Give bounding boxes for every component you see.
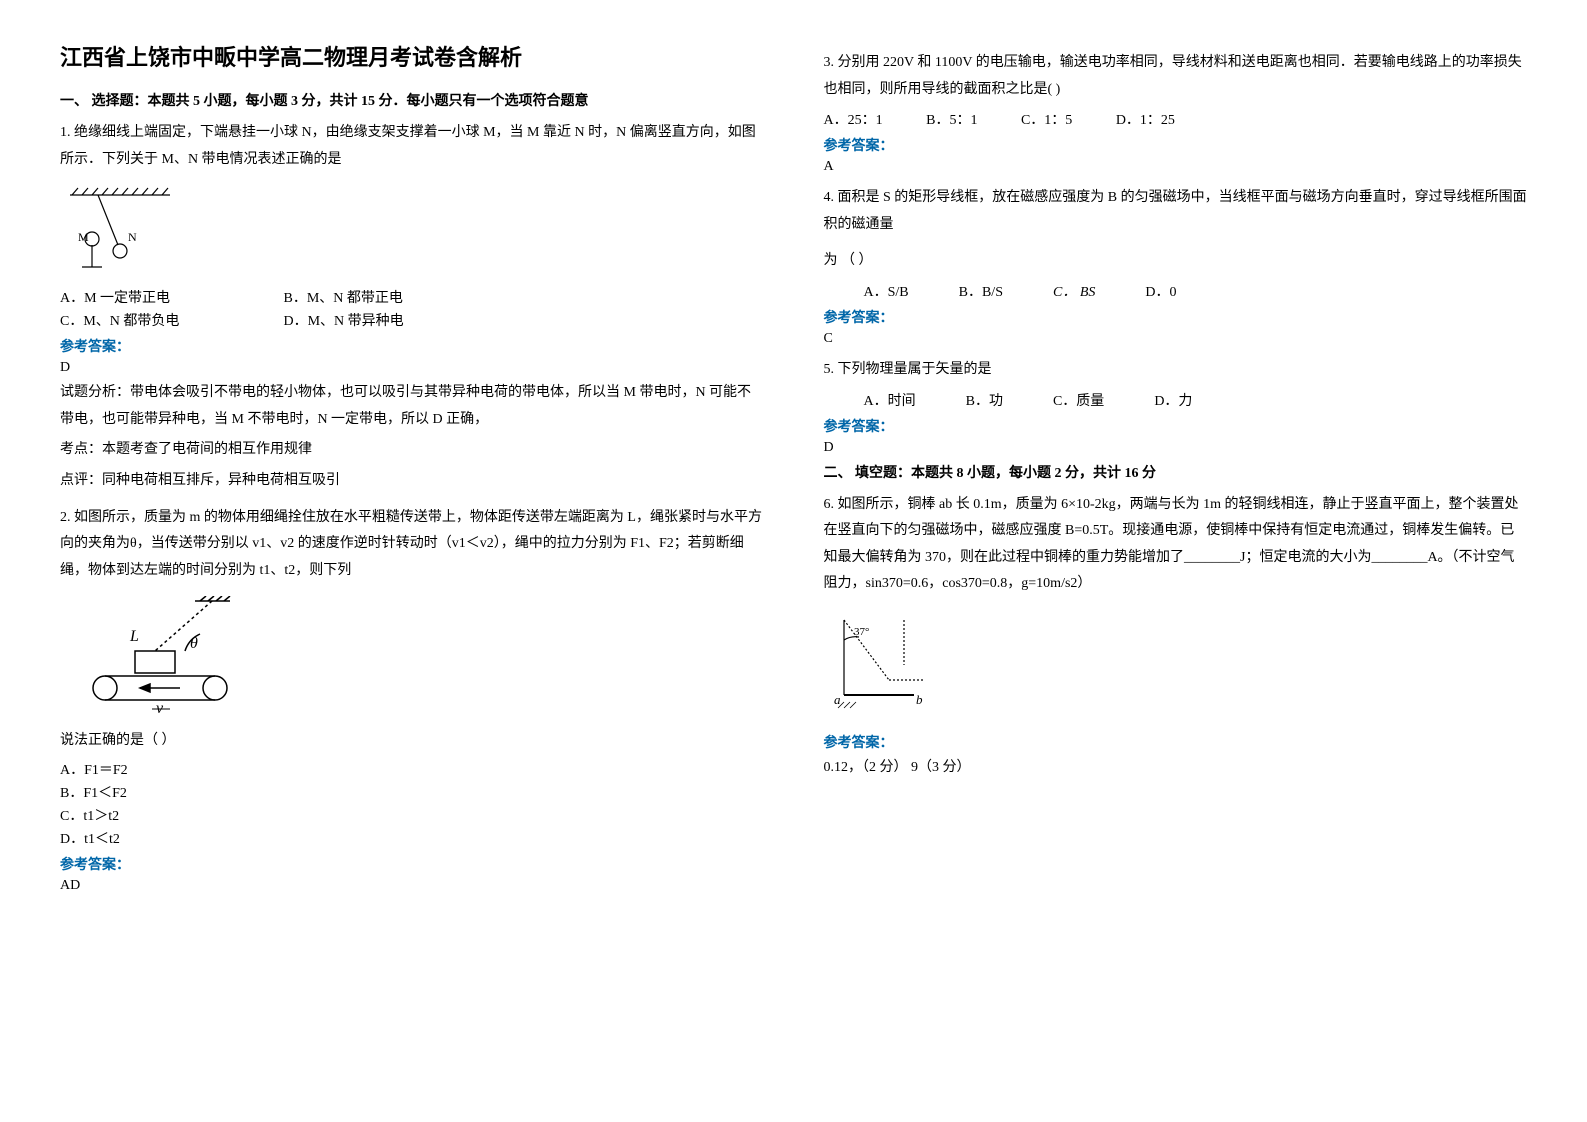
q6-figure: 37° a b [824,610,1528,720]
q1-options: A．M 一定带正电 B．M、N 都带正电 C．M、N 都带负电 D．M、N 带异… [60,287,764,330]
q5-options: A．时间 B．功 C．质量 D．力 [824,390,1528,410]
q5-answer-label: 参考答案： [824,416,1528,436]
q1-analysis-3: 点评：同种电荷相互排斥，异种电荷相互吸引 [60,468,764,495]
svg-text:M: M [78,230,89,244]
q3-options: A．25：1 B．5：1 C．1：5 D．1：25 [824,109,1528,129]
q2-figure: L θ v [60,596,764,716]
svg-text:a: a [834,692,841,707]
q1-opt-a: A．M 一定带正电 [60,287,240,307]
q5-opt-c: C．质量 [1053,390,1104,410]
q5-opt-b: B．功 [966,390,1003,410]
q2-opt-d: D．t1＜t2 [60,828,764,848]
q3-answer: A [824,159,1528,175]
q1-opt-d: D．M、N 带异种电 [284,310,404,330]
q4-opt-d: D．0 [1145,281,1176,301]
q4-answer: C [824,331,1528,347]
q3-answer-label: 参考答案： [824,135,1528,155]
q3-opt-c: C．1：5 [1021,109,1072,129]
q3-opt-b: B．5：1 [926,109,977,129]
q2-opt-b: B．F1＜F2 [60,782,764,802]
q2-answer: AD [60,878,764,894]
q5-opt-a: A．时间 [864,390,916,410]
svg-text:37°: 37° [854,626,869,638]
q1-opt-b: B．M、N 都带正电 [284,287,403,307]
q1-stem: 1. 绝缘细线上端固定，下端悬挂一小球 N，由绝缘支架支撑着一小球 M，当 M … [60,120,764,173]
q6-answer: 0.12，（2 分） 9（3 分） [824,756,1528,776]
q1-answer-label: 参考答案： [60,336,764,356]
q5-opt-d: D．力 [1154,390,1192,410]
svg-text:b: b [916,692,923,707]
q6-stem: 6. 如图所示，铜棒 ab 长 0.1m，质量为 6×10-2kg，两端与长为 … [824,492,1528,598]
svg-text:θ: θ [190,635,198,652]
q2-answer-label: 参考答案： [60,854,764,874]
section-a-heading: 一、 选择题：本题共 5 小题，每小题 3 分，共计 15 分．每小题只有一个选… [60,90,764,110]
q1-answer: D [60,360,764,376]
q2-tail: 说法正确的是（ ） [60,728,764,755]
q4-opt-b: B．B/S [959,281,1003,301]
right-column: 3. 分别用 220V 和 1100V 的电压输电，输送电功率相同，导线材料和送… [824,40,1528,898]
q5-answer: D [824,440,1528,456]
q2-opt-c: C．t1＞t2 [60,805,764,825]
q4-opt-a: A．S/B [864,281,909,301]
left-column: 江西省上饶市中畈中学高二物理月考试卷含解析 一、 选择题：本题共 5 小题，每小… [60,40,764,898]
q1-analysis-1: 试题分析：带电体会吸引不带电的轻小物体，也可以吸引与其带异种电荷的带电体，所以当… [60,380,764,433]
q6-answer-label: 参考答案： [824,732,1528,752]
svg-text:v: v [156,700,164,716]
q4-options: A．S/B B．B/S C． BS D．0 [824,281,1528,301]
q3-stem: 3. 分别用 220V 和 1100V 的电压输电，输送电功率相同，导线材料和送… [824,50,1528,103]
q4-stem-1: 4. 面积是 S 的矩形导线框，放在磁感应强度为 B 的匀强磁场中，当线框平面与… [824,185,1528,238]
q1-opt-c: C．M、N 都带负电 [60,310,240,330]
q2-opt-a: A．F1＝F2 [60,759,764,779]
q4-opt-c: C． BS [1053,281,1095,301]
q3-opt-d: D．1：25 [1116,109,1175,129]
svg-text:N: N [128,230,137,244]
q1-figure: M N [60,185,764,275]
q2-stem: 2. 如图所示，质量为 m 的物体用细绳拴住放在水平粗糙传送带上，物体距传送带左… [60,505,764,585]
svg-text:L: L [129,628,139,645]
section-b-heading: 二、 填空题：本题共 8 小题，每小题 2 分，共计 16 分 [824,462,1528,482]
q4-stem-2: 为 （ ） [824,248,1528,275]
page-title: 江西省上饶市中畈中学高二物理月考试卷含解析 [60,40,764,72]
q3-opt-a: A．25：1 [824,109,883,129]
q4-answer-label: 参考答案： [824,307,1528,327]
q1-analysis-2: 考点：本题考查了电荷间的相互作用规律 [60,437,764,464]
q5-stem: 5. 下列物理量属于矢量的是 [824,357,1528,384]
